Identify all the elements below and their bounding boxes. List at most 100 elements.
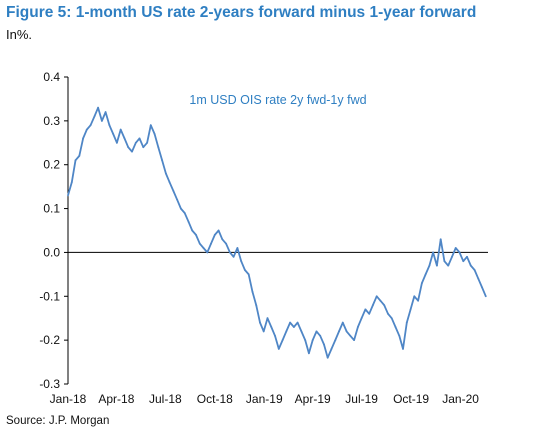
data-point: [345, 330, 348, 333]
data-point: [251, 291, 254, 293]
data-point: [454, 247, 457, 249]
data-point: [168, 181, 171, 184]
data-point: [387, 312, 389, 315]
data-point: [484, 295, 487, 298]
data-point: [112, 133, 115, 135]
source-note: Source: J.P. Morgan: [6, 415, 110, 427]
data-point: [78, 155, 81, 157]
data-point: [413, 295, 416, 298]
data-point: [85, 128, 88, 131]
data-point: [229, 251, 231, 254]
data-point: [277, 348, 280, 350]
data-point: [436, 264, 438, 267]
data-point: [247, 273, 250, 276]
series-legend-label: 1m USD OIS rate 2y fwd-1y fwd: [189, 93, 366, 107]
data-point: [319, 334, 322, 337]
data-point: [236, 247, 239, 249]
data-point: [353, 339, 355, 341]
data-point: [266, 317, 269, 320]
x-tick-label: Jan-18: [50, 392, 87, 406]
data-point: [176, 198, 179, 201]
figure-title: Figure 5: 1-month US rate 2-years forwar…: [6, 4, 477, 21]
data-point: [285, 330, 288, 333]
data-point: [225, 242, 228, 245]
data-point: [180, 207, 182, 210]
y-tick-label: -0.1: [39, 289, 60, 303]
data-point: [409, 308, 412, 311]
data-point: [116, 141, 118, 144]
data-point: [70, 181, 73, 184]
series-line: [67, 106, 487, 359]
x-tick-label: Jan-20: [442, 392, 479, 406]
data-point: [157, 146, 160, 149]
data-point: [232, 255, 235, 258]
data-point: [390, 317, 393, 320]
data-point: [172, 190, 175, 192]
x-tick-label: Jul-18: [149, 392, 182, 406]
data-point: [338, 330, 340, 333]
data-point: [244, 269, 246, 271]
data-point: [274, 334, 276, 337]
data-point: [334, 339, 337, 341]
data-point: [451, 255, 453, 258]
data-point: [300, 330, 303, 333]
x-tick-label: Jan-19: [246, 392, 283, 406]
data-point: [101, 120, 103, 122]
data-point: [417, 299, 419, 302]
data-point: [394, 326, 397, 328]
data-point: [402, 348, 404, 350]
data-point: [357, 326, 359, 328]
y-tick-label: 0.2: [43, 158, 60, 172]
data-point: [281, 339, 284, 341]
data-point: [458, 251, 461, 254]
data-point: [138, 137, 141, 140]
data-point: [74, 159, 77, 162]
data-point: [195, 234, 197, 236]
x-tick-label: Oct-19: [393, 392, 429, 406]
data-point: [82, 137, 84, 140]
data-point: [202, 247, 205, 249]
data-point: [262, 330, 265, 333]
data-point: [210, 242, 212, 245]
x-tick-label: Oct-18: [197, 392, 233, 406]
data-point: [183, 212, 186, 214]
unit-label: In%.: [6, 27, 33, 42]
data-point: [296, 321, 299, 324]
data-point: [146, 141, 149, 144]
y-tick-label: 0.4: [43, 70, 60, 84]
data-point: [304, 339, 307, 341]
data-point: [240, 260, 243, 263]
y-tick-label: 0.3: [43, 114, 60, 128]
data-point: [443, 260, 446, 263]
data-point: [405, 321, 408, 324]
data-point: [421, 282, 423, 284]
data-point: [372, 304, 374, 306]
data-point: [462, 260, 465, 263]
data-point: [127, 146, 130, 149]
y-tick-label: -0.3: [39, 377, 60, 391]
x-tick-label: Jul-19: [345, 392, 378, 406]
data-point: [330, 348, 333, 350]
data-point: [161, 159, 164, 162]
data-point: [165, 172, 167, 175]
data-point: [153, 133, 156, 135]
data-point: [289, 321, 291, 324]
y-tick-label: 0.1: [43, 202, 60, 216]
data-point: [360, 317, 363, 320]
data-point: [383, 304, 386, 306]
data-point: [191, 229, 194, 232]
data-point: [104, 111, 107, 113]
data-point: [308, 352, 310, 355]
data-point: [379, 299, 382, 302]
data-point: [311, 339, 314, 341]
data-point: [123, 137, 126, 140]
data-point: [368, 312, 371, 315]
data-point: [119, 128, 122, 131]
data-point: [213, 234, 216, 236]
data-point: [428, 264, 431, 267]
data-point: [198, 242, 201, 245]
y-tick-label: 0.0: [43, 245, 60, 259]
data-point: [131, 150, 133, 153]
data-point: [93, 115, 96, 118]
data-point: [473, 269, 476, 271]
